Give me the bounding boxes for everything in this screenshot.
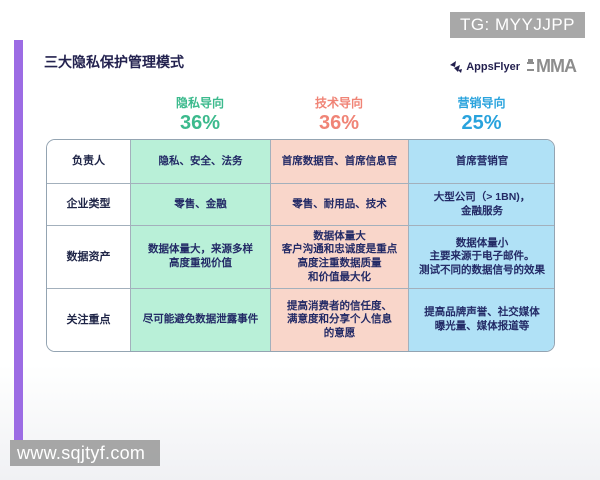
mma-wordmark: MMA <box>536 56 577 76</box>
row-label-data-assets: 数据资产 <box>47 226 131 289</box>
column-headers: 隐私导向 36% 技术导向 36% 营销导向 25% <box>130 94 555 135</box>
mma-lines-icon <box>527 62 534 71</box>
logo-row: AppsFlyer MMA <box>449 56 577 77</box>
column-percent: 25% <box>461 112 502 134</box>
table-cell: 零售、金融 <box>131 184 271 226</box>
tg-badge: TG: MYYJJPP <box>450 12 585 38</box>
table-cell: 零售、耐用品、技术 <box>271 184 409 226</box>
table-cell: 数据体量大 客户沟通和忠诚度是重点 高度注重数据质量 和价值最大化 <box>271 226 409 289</box>
column-header-privacy: 隐私导向 36% <box>130 94 270 135</box>
table-cell: 尽可能避免数据泄露事件 <box>131 289 271 351</box>
row-label-focus: 关注重点 <box>47 289 131 351</box>
mma-logo: MMA <box>527 56 577 77</box>
appsflyer-bird-icon <box>450 60 463 73</box>
table-cell: 隐私、安全、法务 <box>131 140 271 184</box>
column-header-marketing: 营销导向 25% <box>408 94 555 135</box>
watermark-badge: www.sqjtyf.com <box>10 440 160 466</box>
appsflyer-wordmark: AppsFlyer <box>466 60 520 73</box>
table-cell: 数据体量小 主要来源于电子邮件。 测试不同的数据信号的效果 <box>409 226 554 289</box>
row-label-responsible: 负责人 <box>47 140 131 184</box>
column-percent: 36% <box>318 112 360 134</box>
column-percent: 36% <box>179 112 221 134</box>
accent-bar <box>14 40 23 440</box>
table-cell: 数据体量大，来源多样 高度重视价值 <box>131 226 271 289</box>
table-cell: 提高品牌声誉、社交媒体 曝光量、媒体报道等 <box>409 289 554 351</box>
column-header-tech: 技术导向 36% <box>270 94 408 135</box>
table-cell: 首席数据官、首席信息官 <box>271 140 409 184</box>
appsflyer-logo: AppsFlyer <box>449 60 520 74</box>
page-title: 三大隐私保护管理模式 <box>44 54 184 70</box>
table-cell: 大型公司（> 1BN)， 金融服务 <box>409 184 554 226</box>
column-label: 营销导向 <box>457 96 506 110</box>
row-label-company-type: 企业类型 <box>47 184 131 226</box>
table-cell: 首席营销官 <box>409 140 554 184</box>
column-label: 隐私导向 <box>175 96 224 110</box>
column-label: 技术导向 <box>314 96 363 110</box>
comparison-table: 负责人 隐私、安全、法务 首席数据官、首席信息官 首席营销官 企业类型 零售、金… <box>46 139 555 352</box>
table-cell: 提高消费者的信任度、 满意度和分享个人信息 的意愿 <box>271 289 409 351</box>
